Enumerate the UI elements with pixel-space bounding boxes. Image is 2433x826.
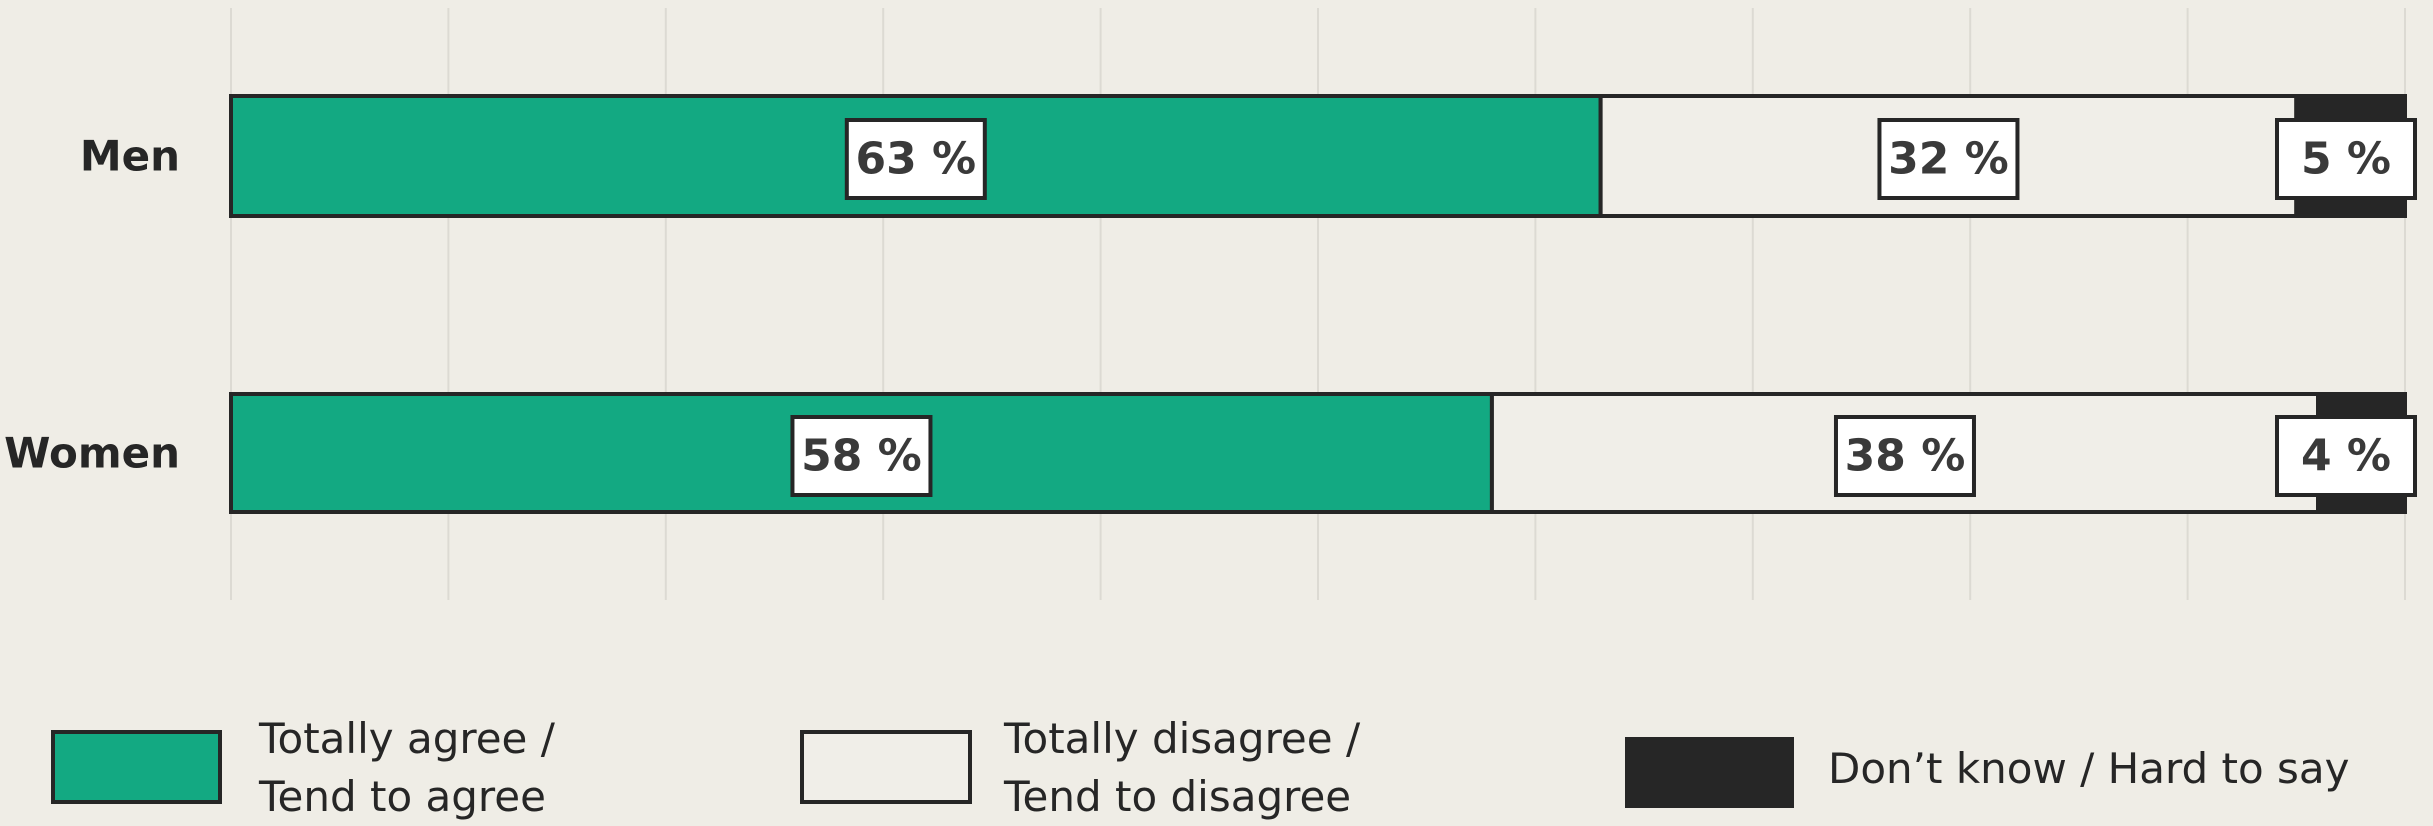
value-label-box: [790, 415, 933, 497]
value-label-box: [2275, 118, 2417, 200]
value-label: 63 %: [855, 134, 976, 185]
value-label: 4 %: [2301, 431, 2391, 482]
category-label: Women: [4, 429, 180, 478]
legend-swatch: [800, 730, 972, 804]
value-label: 5 %: [2301, 134, 2391, 185]
value-label: 38 %: [1845, 431, 1966, 482]
category-label: Men: [80, 132, 180, 181]
value-label-box: [2275, 415, 2417, 497]
value-label-box: [1877, 118, 2020, 200]
legend-label: Totally disagree / Tend to disagree: [1004, 714, 1361, 821]
value-label: 32 %: [1888, 134, 2009, 185]
legend-swatch: [1625, 737, 1794, 808]
legend-swatch: [51, 730, 222, 804]
legend-label: Don’t know / Hard to say: [1828, 744, 2350, 793]
legend-label: Totally agree / Tend to agree: [259, 714, 555, 821]
value-label-box: [1833, 415, 1976, 497]
value-label-box: [844, 118, 987, 200]
value-label: 58 %: [801, 431, 922, 482]
